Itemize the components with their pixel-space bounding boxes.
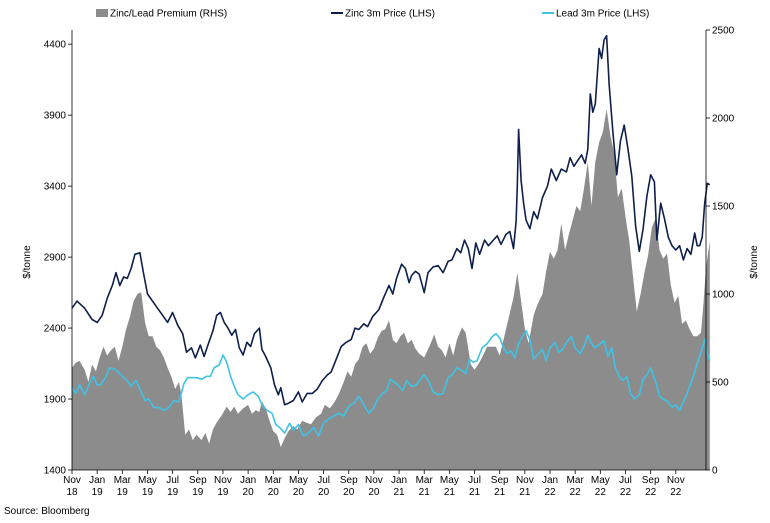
left-axis-ticks: 1400 1900 2400 2900 3400 3900 4400 bbox=[44, 40, 72, 477]
y-axis-label-left: $/tonne bbox=[22, 245, 33, 279]
x-tick-label: Sep 21 bbox=[491, 475, 509, 498]
right-tick-label: 1000 bbox=[712, 290, 735, 301]
x-tick-label: Jul 22 bbox=[619, 475, 632, 498]
premium-area bbox=[72, 109, 710, 470]
x-tick-label: Mar 21 bbox=[416, 475, 434, 498]
left-tick-label: 3400 bbox=[44, 182, 67, 193]
zinc-price-line bbox=[71, 34, 711, 406]
x-tick-label: Nov 18 bbox=[63, 475, 81, 498]
x-tick-label: Nov 21 bbox=[516, 475, 534, 498]
source-note: Source: Bloomberg bbox=[4, 506, 90, 517]
legend-swatch-area bbox=[96, 9, 108, 17]
right-axis-ticks: 0 500 1000 1500 2000 2500 bbox=[706, 26, 735, 477]
x-tick-label: Jan 22 bbox=[542, 475, 558, 498]
x-tick-label: Mar 19 bbox=[114, 475, 132, 498]
legend-label: Zinc/Lead Premium (RHS) bbox=[110, 9, 227, 20]
left-tick-label: 1400 bbox=[44, 466, 67, 477]
x-tick-label: Jul 19 bbox=[166, 475, 179, 498]
right-tick-label: 1500 bbox=[712, 202, 735, 213]
legend-label: Lead 3m Price (LHS) bbox=[556, 9, 649, 20]
x-tick-label: Jan 19 bbox=[89, 475, 105, 498]
x-axis-ticks: Nov 18 Jan 19 Mar 19 May 19 Jul 19 Sep 19 Nov 19 Jan 20… bbox=[63, 470, 685, 498]
right-tick-label: 500 bbox=[712, 378, 729, 389]
legend-label: Zinc 3m Price (LHS) bbox=[345, 9, 435, 20]
x-tick-label: May 19 bbox=[138, 475, 157, 498]
y-axis-label-right: $/tonne bbox=[749, 245, 760, 279]
legend: Zinc/Lead Premium (RHS) Zinc 3m Price (LH… bbox=[96, 9, 649, 20]
x-tick-label: Sep 20 bbox=[340, 475, 358, 498]
left-tick-label: 4400 bbox=[44, 40, 67, 51]
right-tick-label: 2500 bbox=[712, 26, 735, 37]
x-tick-label: Sep 22 bbox=[642, 475, 660, 498]
premium-area-layer bbox=[72, 109, 710, 470]
x-tick-label: Mar 20 bbox=[265, 475, 283, 498]
x-tick-label: Jan 21 bbox=[391, 475, 407, 498]
lead-line-layer bbox=[71, 330, 711, 437]
x-tick-label: May 20 bbox=[289, 475, 308, 498]
right-tick-label: 0 bbox=[712, 466, 718, 477]
x-tick-label: Sep 19 bbox=[189, 475, 207, 498]
left-tick-label: 2900 bbox=[44, 253, 67, 264]
x-tick-label: May 22 bbox=[591, 475, 610, 498]
left-tick-label: 1900 bbox=[44, 395, 67, 406]
x-tick-label: Jul 21 bbox=[468, 475, 481, 498]
x-tick-label: May 21 bbox=[440, 475, 459, 498]
x-tick-label: Mar 22 bbox=[567, 475, 585, 498]
right-tick-label: 2000 bbox=[712, 114, 735, 125]
lead-price-line bbox=[71, 330, 711, 437]
left-tick-label: 3900 bbox=[44, 111, 67, 122]
x-tick-label: Nov 19 bbox=[214, 475, 232, 498]
zinc-line-layer bbox=[71, 34, 711, 406]
x-tick-label: Jan 20 bbox=[240, 475, 256, 498]
x-tick-label: Nov 22 bbox=[667, 475, 685, 498]
left-tick-label: 2400 bbox=[44, 324, 67, 335]
x-tick-label: Nov 20 bbox=[365, 475, 383, 498]
x-tick-label: Jul 20 bbox=[317, 475, 330, 498]
